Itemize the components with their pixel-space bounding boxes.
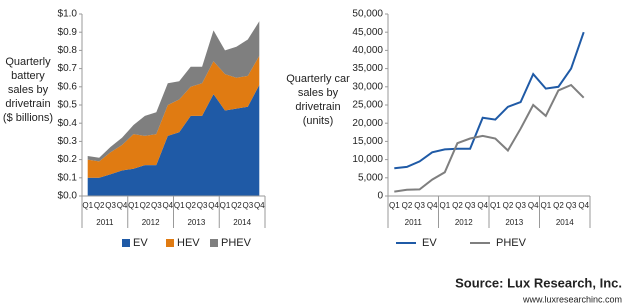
y-tick-label: $0.8 — [58, 45, 78, 56]
y-tick-label: 25,000 — [352, 100, 383, 111]
y-tick-label: $0.2 — [58, 154, 78, 165]
x-tick-label: Q2 — [452, 201, 463, 210]
x-tick-label: Q4 — [427, 201, 438, 210]
x-tick-label: Q1 — [540, 201, 551, 210]
line — [394, 83, 585, 193]
x-tick-label: Q2 — [140, 201, 151, 210]
x-tick-label: Q4 — [208, 201, 219, 210]
y-axis-label: Quarterly car sales by drivetrain (units… — [286, 73, 350, 127]
x-tick-label: Q2 — [402, 201, 413, 210]
y-tick-label: $0.7 — [58, 63, 78, 74]
legend-label: EV — [422, 237, 437, 249]
y-tick-label: $1.0 — [58, 9, 78, 20]
x-tick-label: Q1 — [490, 201, 501, 210]
x-tick-label: Q4 — [477, 201, 488, 210]
x-group-label: 2014 — [233, 218, 251, 227]
x-group-label: 2012 — [455, 218, 473, 227]
x-tick-label: Q1 — [439, 201, 450, 210]
x-tick-label: Q4 — [528, 201, 539, 210]
x-tick-label: Q3 — [465, 201, 476, 210]
area — [87, 21, 260, 162]
y-tick-label: $0.0 — [58, 191, 78, 202]
y-tick-label: $0.5 — [58, 100, 78, 111]
area — [87, 85, 260, 196]
y-tick-label: 20,000 — [352, 118, 383, 129]
x-tick-label: Q2 — [185, 201, 196, 210]
y-tick-label: $0.6 — [58, 81, 78, 92]
x-tick-label: Q2 — [553, 201, 564, 210]
x-group-label: 2011 — [405, 218, 423, 227]
y-tick-label: 30,000 — [352, 81, 383, 92]
y-tick-label: $0.3 — [58, 136, 78, 147]
y-tick-label: 10,000 — [352, 154, 383, 165]
y-tick-label: 40,000 — [352, 45, 383, 56]
y-tick-label: 50,000 — [352, 9, 383, 20]
y-tick-label: $0.9 — [58, 27, 78, 38]
line — [394, 31, 585, 170]
x-tick-label: Q2 — [231, 201, 242, 210]
x-tick-label: Q3 — [197, 201, 208, 210]
legend-label: EV — [133, 237, 148, 249]
x-group-label: 2012 — [142, 218, 160, 227]
x-tick-label: Q3 — [243, 201, 254, 210]
x-tick-label: Q4 — [578, 201, 589, 210]
y-tick-label: 45,000 — [352, 27, 383, 38]
x-tick-label: Q2 — [94, 201, 105, 210]
legend-label: PHEV — [221, 237, 252, 249]
area — [87, 55, 260, 178]
source: Source: Lux Research, Inc. — [455, 275, 622, 290]
source-url: www.luxresearchinc.com — [522, 294, 622, 304]
x-group-label: 2013 — [187, 218, 205, 227]
x-tick-label: Q3 — [414, 201, 425, 210]
x-tick-label: Q1 — [82, 201, 93, 210]
y-tick-label: 15,000 — [352, 136, 383, 147]
x-tick-label: Q1 — [389, 201, 400, 210]
legend-swatch — [210, 239, 218, 247]
x-tick-label: Q4 — [162, 201, 173, 210]
y-tick-label: $0.4 — [58, 118, 78, 129]
x-tick-label: Q3 — [566, 201, 577, 210]
legend-swatch — [166, 239, 174, 247]
x-tick-label: Q1 — [220, 201, 231, 210]
legend-label: PHEV — [496, 237, 527, 249]
y-tick-label: 0 — [377, 191, 383, 202]
x-tick-label: Q1 — [174, 201, 185, 210]
x-tick-label: Q3 — [105, 201, 116, 210]
y-tick-label: $0.1 — [58, 172, 78, 183]
x-group-label: 2014 — [556, 218, 574, 227]
x-group-label: 2013 — [505, 218, 523, 227]
y-tick-label: 35,000 — [352, 63, 383, 74]
legend-swatch — [122, 239, 130, 247]
x-tick-label: Q2 — [503, 201, 514, 210]
x-tick-label: Q3 — [151, 201, 162, 210]
x-group-label: 2011 — [96, 218, 114, 227]
x-tick-label: Q3 — [515, 201, 526, 210]
x-tick-label: Q4 — [117, 201, 128, 210]
x-tick-label: Q4 — [254, 201, 265, 210]
y-axis-label: Quarterly battery sales by drivetrain ($… — [2, 56, 54, 124]
x-tick-label: Q1 — [128, 201, 139, 210]
y-tick-label: 5,000 — [358, 172, 383, 183]
legend-label: HEV — [177, 237, 200, 249]
